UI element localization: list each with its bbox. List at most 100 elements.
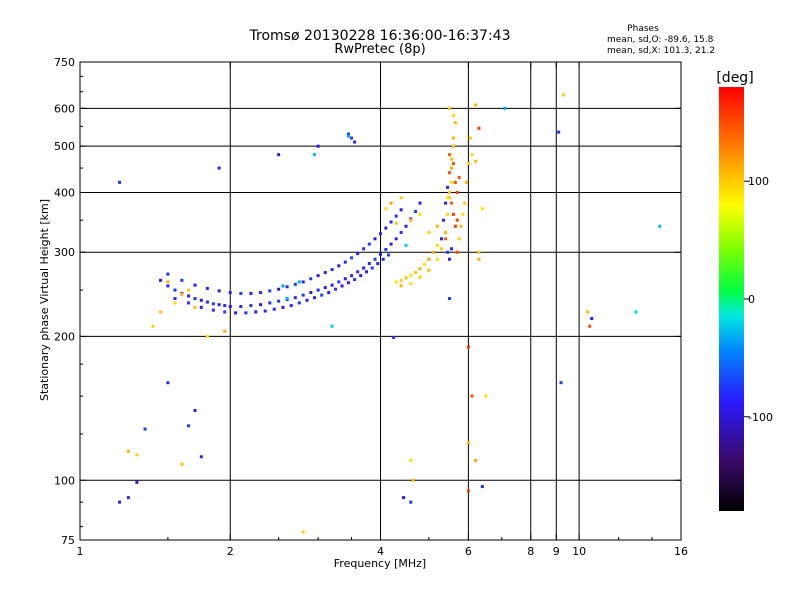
data-point	[239, 304, 243, 308]
data-point	[448, 106, 452, 110]
data-point	[337, 264, 341, 268]
data-point	[187, 424, 191, 428]
data-point	[316, 274, 320, 278]
data-point	[323, 271, 327, 275]
x-tick-label: 6	[465, 545, 472, 558]
data-point	[151, 324, 155, 328]
data-point	[362, 247, 366, 251]
y-tick-label: 75	[61, 534, 75, 547]
data-point	[277, 299, 281, 303]
data-point	[309, 291, 313, 295]
data-point	[449, 180, 453, 184]
data-point	[301, 530, 305, 534]
data-point	[330, 268, 334, 272]
data-point	[301, 280, 305, 284]
data-point	[346, 134, 350, 138]
data-point	[468, 136, 472, 140]
data-point	[166, 284, 170, 288]
data-point	[455, 190, 459, 194]
data-point	[384, 207, 388, 211]
data-point	[228, 291, 232, 295]
data-point	[634, 310, 638, 314]
data-point	[404, 276, 408, 280]
data-point	[459, 224, 463, 228]
data-point	[559, 381, 563, 385]
data-point	[473, 159, 477, 163]
data-point	[205, 334, 209, 338]
data-point	[135, 480, 139, 484]
data-point	[453, 121, 457, 125]
data-point	[353, 278, 357, 282]
data-point	[187, 294, 191, 298]
x-axis-label: Frequency [MHz]	[334, 557, 426, 570]
data-point	[244, 311, 248, 315]
data-point	[217, 303, 221, 307]
data-point	[409, 274, 413, 278]
x-tick-label: 10	[572, 545, 586, 558]
legend-title: Phases	[627, 24, 659, 34]
data-point	[457, 175, 461, 179]
x-axis: 1 2 4 6 8 9 10 16	[77, 62, 688, 558]
data-point	[254, 310, 258, 314]
data-point	[320, 293, 324, 297]
data-point	[451, 136, 455, 140]
data-point	[484, 394, 488, 398]
data-point	[389, 220, 393, 224]
colorbar	[719, 87, 744, 511]
data-point	[411, 478, 415, 482]
data-point	[465, 180, 469, 184]
data-point	[346, 132, 350, 136]
data-point	[466, 161, 470, 165]
data-point	[418, 267, 422, 271]
data-point	[448, 190, 452, 194]
data-point	[446, 185, 450, 189]
y-tick-label: 200	[54, 330, 75, 343]
data-point	[480, 485, 484, 489]
data-point	[389, 242, 393, 246]
colorbar-tick-label: 0	[748, 293, 755, 306]
data-point	[135, 453, 139, 457]
data-point	[330, 283, 334, 287]
data-point	[402, 496, 406, 500]
data-point	[451, 144, 455, 148]
data-point	[301, 293, 305, 297]
data-point	[384, 247, 388, 251]
data-point	[448, 171, 452, 175]
data-point	[477, 250, 481, 254]
data-point	[446, 250, 450, 254]
data-point	[422, 262, 426, 266]
data-point	[327, 291, 331, 295]
data-point	[199, 455, 203, 459]
data-point	[557, 130, 561, 134]
data-point	[409, 218, 413, 222]
data-point	[440, 247, 444, 251]
data-point	[394, 237, 398, 241]
data-point	[263, 309, 267, 313]
data-point	[449, 157, 453, 161]
data-point	[431, 250, 435, 254]
data-point	[470, 394, 474, 398]
chart-title: Tromsø 20130228 16:36:00-16:37:43	[249, 28, 511, 44]
data-point	[473, 103, 477, 107]
data-point	[379, 232, 382, 236]
x-tick-label: 1	[77, 545, 84, 558]
data-point	[289, 304, 293, 308]
data-point	[365, 270, 369, 274]
data-point	[418, 275, 422, 279]
data-point	[658, 224, 662, 228]
data-point	[413, 210, 417, 214]
legend-x-stats: mean, sd,X: 101.3, 21.2	[607, 46, 715, 56]
data-point	[205, 300, 209, 304]
data-point	[143, 427, 147, 431]
data-point	[312, 153, 316, 157]
data-point	[440, 237, 444, 241]
data-point	[561, 93, 565, 97]
data-point	[159, 310, 163, 314]
data-point	[451, 113, 455, 117]
data-point	[449, 166, 453, 170]
data-point	[268, 289, 272, 293]
data-point	[444, 237, 448, 241]
data-point	[367, 242, 371, 246]
data-point	[272, 307, 276, 311]
data-point	[187, 288, 191, 292]
